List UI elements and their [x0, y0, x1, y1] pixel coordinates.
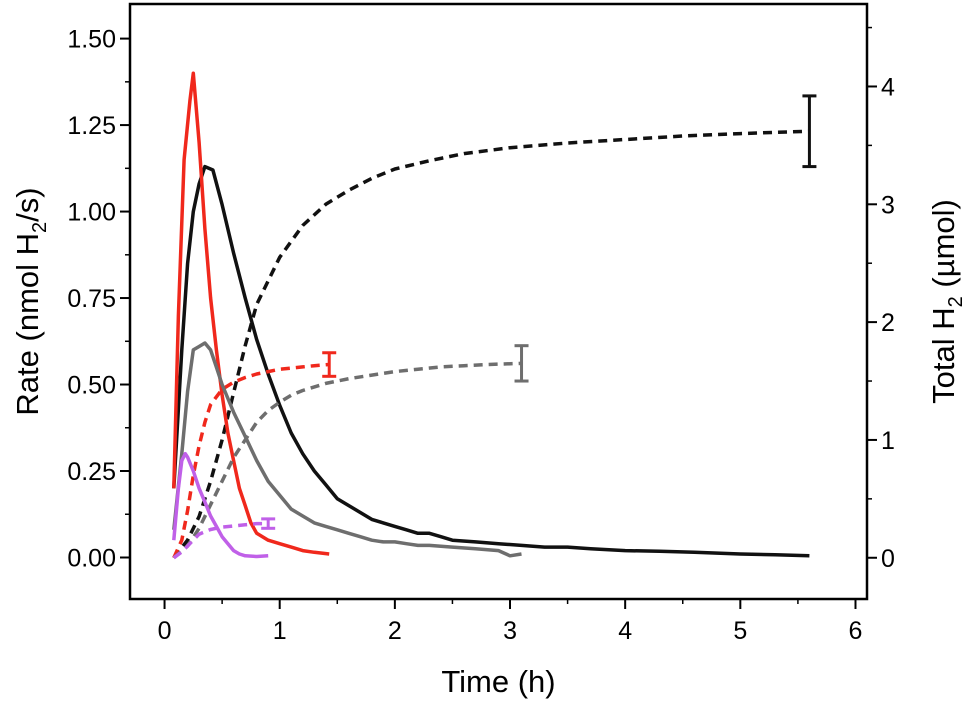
y-axis-title: Rate (nmol H2/s) [10, 187, 51, 415]
right-y-axis: 0 1 2 3 4 [867, 26, 895, 573]
y-tick-label: 1.50 [67, 26, 116, 54]
gray-rate-line [172, 341, 522, 558]
error-bar-layer [261, 94, 817, 530]
y2-tick-label: 3 [881, 191, 895, 219]
black-rate-line [172, 164, 810, 558]
x-tick-label: 4 [618, 617, 632, 645]
red-rate-line [172, 71, 330, 556]
x-axis: 0 1 2 3 4 5 6 [158, 599, 863, 645]
x-tick-label: 1 [273, 617, 287, 645]
series-layer [172, 71, 810, 560]
purple-total-line [172, 521, 269, 560]
x-tick-label: 0 [158, 617, 172, 645]
y2-tick-label: 2 [881, 309, 895, 337]
y-tick-label: 1.00 [67, 199, 116, 227]
x-axis-title: Time (h) [441, 664, 555, 699]
purple-rate-line [172, 451, 269, 559]
y-tick-label: 0.50 [67, 372, 116, 400]
x-tick-label: 5 [733, 617, 747, 645]
y2-tick-label: 0 [881, 545, 895, 573]
x-tick-label: 6 [849, 617, 863, 645]
x-tick-label: 2 [388, 617, 402, 645]
y2-tick-label: 1 [881, 427, 895, 455]
y-tick-label: 0.75 [67, 285, 116, 313]
x-tick-label: 3 [503, 617, 517, 645]
y2-axis-title: Total H2 (µmol) [926, 199, 967, 404]
left-y-axis: 0.00 0.25 0.50 0.75 1.00 1.25 1.50 [67, 26, 130, 572]
gray-total-line [172, 361, 522, 560]
y-tick-label: 0.00 [67, 544, 116, 572]
black-total-line [172, 129, 810, 559]
y2-tick-label: 4 [881, 73, 895, 101]
plot-frame [128, 2, 869, 601]
y-tick-label: 0.25 [67, 458, 116, 486]
y-tick-label: 1.25 [67, 112, 116, 140]
